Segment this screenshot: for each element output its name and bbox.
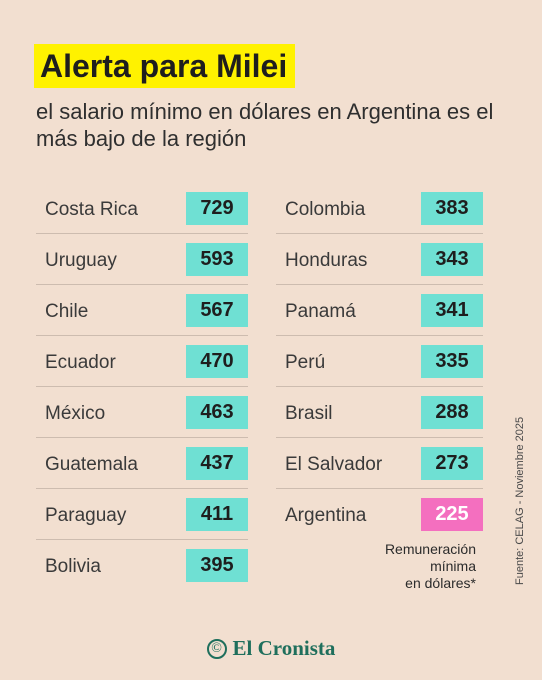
country-name: Colombia: [285, 199, 366, 220]
list-item: Bolivia 395: [36, 540, 248, 590]
list-item: Perú 335: [276, 336, 483, 387]
wage-badge: 341: [421, 294, 483, 327]
brand-logo: © El Cronista: [0, 636, 542, 661]
wage-badge: 288: [421, 396, 483, 429]
legend-note: Remuneración mínima en dólares*: [350, 541, 476, 592]
title-wrap: Alerta para Milei: [34, 44, 296, 88]
country-name: Honduras: [285, 250, 368, 271]
wage-badge: 411: [186, 498, 248, 531]
legend-note-line: mínima: [430, 558, 476, 574]
country-name: Paraguay: [45, 505, 127, 526]
wage-badge: 729: [186, 192, 248, 225]
legend-note-line: en dólares*: [405, 575, 476, 591]
list-item: Ecuador 470: [36, 336, 248, 387]
country-name: Guatemala: [45, 454, 138, 475]
wage-badge: 593: [186, 243, 248, 276]
country-name: Ecuador: [45, 352, 116, 373]
wage-badge: 567: [186, 294, 248, 327]
wage-badge: 383: [421, 192, 483, 225]
source-credit: Fuente: CELAG - Noviembre 2025: [514, 416, 526, 585]
list-item: Honduras 343: [276, 234, 483, 285]
country-name: El Salvador: [285, 454, 383, 475]
country-name: México: [45, 403, 106, 424]
page-subtitle: el salario mínimo en dólares en Argentin…: [36, 99, 494, 151]
list-item: Colombia 383: [276, 183, 483, 234]
country-name: Costa Rica: [45, 199, 138, 220]
right-country-list: Colombia 383 Honduras 343 Panamá 341 Per…: [276, 183, 483, 539]
list-item: Chile 567: [36, 285, 248, 336]
country-name: Chile: [45, 301, 89, 322]
list-item: Uruguay 593: [36, 234, 248, 285]
wage-badge: 335: [421, 345, 483, 378]
list-item: México 463: [36, 387, 248, 438]
list-item-highlighted: Argentina 225: [276, 489, 483, 539]
wage-badge: 470: [186, 345, 248, 378]
wage-badge: 437: [186, 447, 248, 480]
country-name: Bolivia: [45, 556, 101, 577]
wage-badge: 395: [186, 549, 248, 582]
list-item: Brasil 288: [276, 387, 483, 438]
left-country-list: Costa Rica 729 Uruguay 593 Chile 567 Ecu…: [36, 183, 248, 590]
brand-name: El Cronista: [232, 636, 336, 660]
country-name: Argentina: [285, 505, 367, 526]
page-title: Alerta para Milei: [34, 44, 296, 88]
copyright-icon: ©: [206, 638, 227, 659]
wage-badge: 273: [421, 447, 483, 480]
list-item: Paraguay 411: [36, 489, 248, 540]
country-name: Perú: [285, 352, 326, 373]
wage-badge: 463: [186, 396, 248, 429]
wage-badge: 343: [421, 243, 483, 276]
wage-badge-highlight: 225: [421, 498, 483, 531]
country-name: Panamá: [285, 301, 356, 322]
list-item: Panamá 341: [276, 285, 483, 336]
list-item: Costa Rica 729: [36, 183, 248, 234]
legend-note-line: Remuneración: [384, 541, 476, 557]
country-name: Brasil: [285, 403, 333, 424]
list-item: El Salvador 273: [276, 438, 483, 489]
list-item: Guatemala 437: [36, 438, 248, 489]
country-name: Uruguay: [45, 250, 117, 271]
